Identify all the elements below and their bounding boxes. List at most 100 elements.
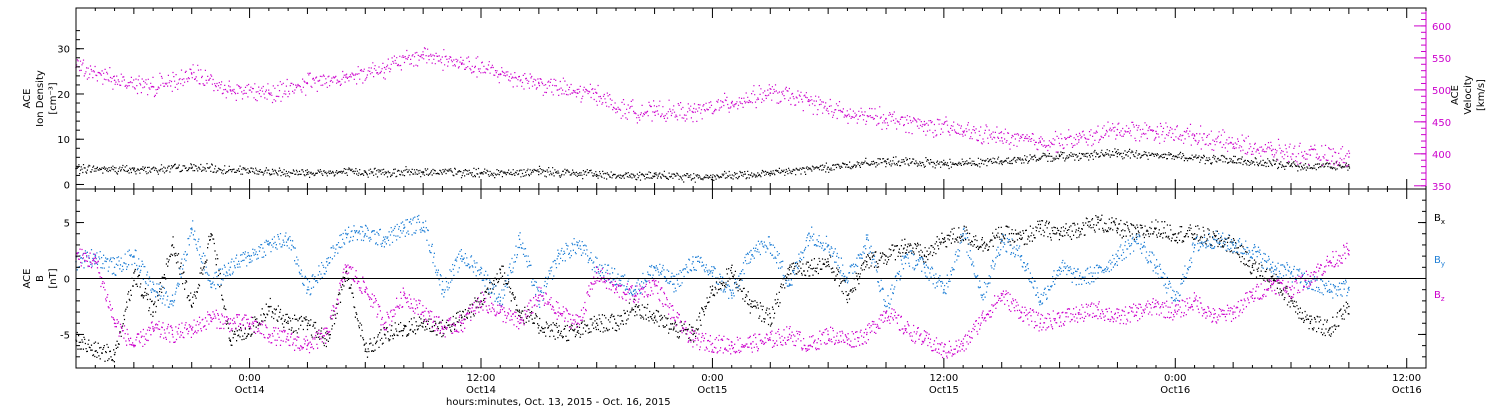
right-tick-label: 400 [1432, 150, 1451, 161]
data-point [480, 272, 482, 274]
data-point [1328, 260, 1331, 263]
data-point [383, 66, 386, 69]
data-point [1135, 311, 1138, 313]
data-point [1290, 288, 1292, 291]
data-point [480, 172, 482, 174]
data-point [94, 255, 97, 257]
data-point [1039, 300, 1042, 302]
data-point [576, 244, 579, 246]
data-point [268, 92, 270, 94]
data-point [557, 311, 559, 313]
data-point [634, 294, 637, 297]
data-point [133, 255, 135, 257]
data-point [1000, 294, 1003, 297]
data-point [1000, 137, 1003, 139]
data-point [943, 350, 945, 353]
x-tick-label-time: 0:00 [238, 373, 260, 384]
data-point [383, 333, 386, 336]
data-point [229, 322, 232, 325]
data-point [576, 92, 579, 94]
x-tick-label-day: Oct16 [1160, 385, 1190, 396]
data-point [788, 333, 791, 336]
data-point [1116, 316, 1119, 319]
data-point [711, 288, 714, 291]
data-point [769, 172, 772, 175]
data-point [152, 311, 154, 313]
density-axis-label: [cm⁻³] [48, 82, 59, 114]
data-point [923, 255, 926, 257]
data-point [422, 221, 424, 224]
right-tick-label: 350 [1432, 182, 1451, 193]
data-point [595, 272, 598, 274]
data-point [538, 294, 540, 297]
data-point [345, 266, 347, 269]
data-point [1290, 272, 1292, 274]
data-point [383, 238, 386, 241]
data-point [827, 333, 829, 336]
data-point [499, 73, 502, 75]
data-point [518, 322, 521, 325]
data-point [1039, 141, 1042, 144]
data-point [248, 328, 251, 330]
data-point [133, 272, 135, 274]
data-point [615, 288, 617, 291]
right-tick-label: 600 [1432, 22, 1451, 33]
data-point [962, 344, 964, 347]
data-point [981, 294, 984, 297]
data-point [268, 244, 270, 246]
data-point [615, 322, 617, 325]
data-point [904, 328, 907, 330]
data-point [711, 272, 714, 274]
data-point [1309, 154, 1312, 156]
bottom-series-bz [75, 242, 1350, 359]
data-point [113, 266, 116, 269]
bottom-series-bx [75, 214, 1350, 363]
data-point [1193, 244, 1196, 246]
data-point [788, 266, 791, 269]
data-point [923, 124, 926, 126]
data-point [1213, 238, 1215, 241]
data-point [171, 244, 174, 246]
data-point [673, 283, 675, 285]
data-point [422, 53, 424, 56]
data-point [576, 331, 579, 334]
data-point [1348, 305, 1350, 308]
data-point [846, 114, 849, 117]
data-point [325, 333, 328, 336]
data-point [653, 111, 656, 114]
top-series-density [75, 148, 1351, 183]
data-point [1328, 328, 1331, 330]
x-tick-label-day: Oct14 [466, 385, 496, 396]
data-points [76, 47, 1351, 167]
data-point [1270, 149, 1273, 152]
data-point [113, 79, 116, 82]
data-point [133, 169, 135, 171]
data-point [923, 339, 926, 341]
data-point [1270, 266, 1273, 269]
data-point [885, 161, 887, 163]
data-point [615, 108, 617, 110]
data-point [846, 339, 849, 341]
data-point [1328, 288, 1331, 291]
data-point [769, 92, 772, 94]
data-point [1097, 221, 1099, 224]
data-point [1000, 238, 1003, 241]
data-point [460, 316, 463, 319]
data-point [152, 85, 154, 88]
data-point [769, 244, 772, 246]
data-point [595, 92, 598, 94]
data-point [133, 344, 135, 347]
data-point [730, 272, 733, 274]
data-point [653, 316, 656, 319]
data-point [1270, 283, 1273, 285]
data-point [711, 176, 714, 178]
data-point [1135, 238, 1138, 241]
data-point [808, 233, 810, 235]
data-point [1039, 227, 1042, 229]
data-point [1174, 155, 1177, 158]
left-tick-label: 5 [64, 219, 70, 230]
data-point [364, 350, 367, 353]
data-point [1078, 313, 1080, 316]
data-point [1174, 300, 1177, 302]
